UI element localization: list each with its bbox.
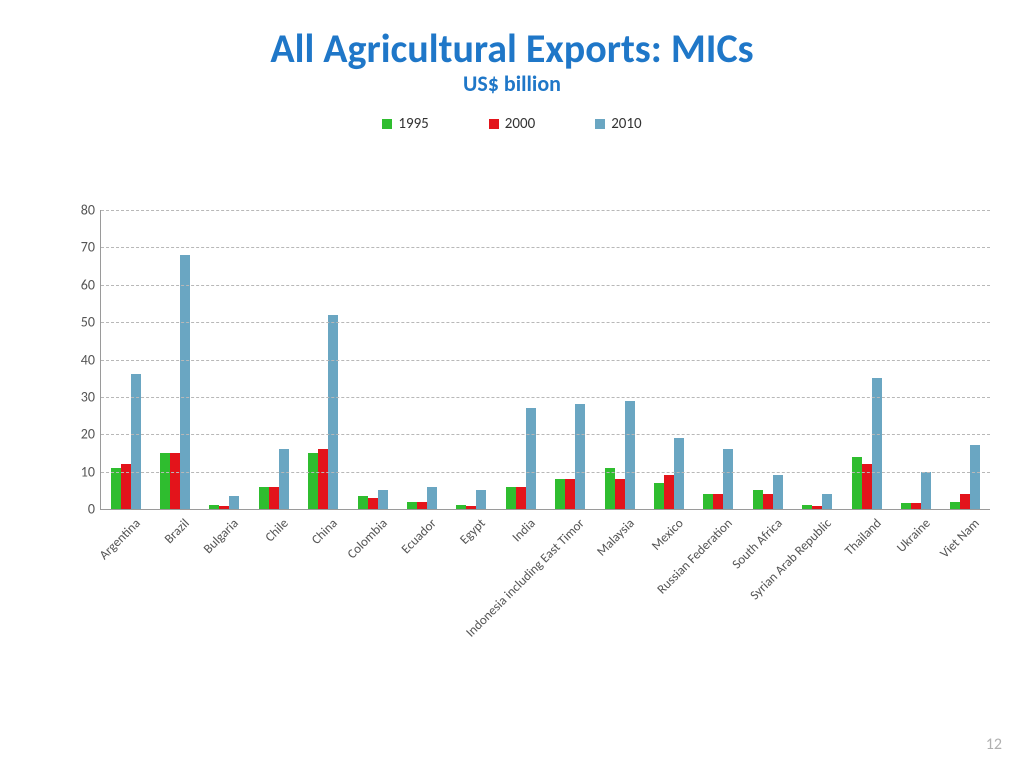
y-axis-label: 10 (67, 463, 101, 480)
x-axis-label: Ecuador (394, 512, 439, 557)
gridline (101, 434, 990, 435)
bar (674, 438, 684, 509)
bar (950, 502, 960, 509)
y-axis-label: 60 (67, 276, 101, 293)
bar (269, 487, 279, 509)
bar (555, 479, 565, 509)
bar (209, 505, 219, 509)
bar (516, 487, 526, 509)
bar (802, 505, 812, 509)
x-axis-label: Bulgaria (197, 512, 242, 557)
legend-swatch-2000 (489, 119, 499, 129)
bar (852, 457, 862, 509)
bar (921, 472, 931, 509)
gridline (101, 397, 990, 398)
gridline (101, 472, 990, 473)
bar (970, 445, 980, 509)
bar (131, 374, 141, 509)
bar (575, 404, 585, 509)
legend-item-2000: 2000 (489, 115, 535, 133)
x-axis-label: Chile (258, 512, 291, 545)
bar (615, 479, 625, 509)
bar (160, 453, 170, 509)
gridline (101, 360, 990, 361)
bar (605, 468, 615, 509)
gridline (101, 285, 990, 286)
legend-label-1995: 1995 (398, 115, 428, 133)
y-axis-label: 50 (67, 314, 101, 331)
bar (753, 490, 763, 509)
chart-plot: ArgentinaBrazilBulgariaChileChinaColombi… (100, 210, 990, 510)
bar (723, 449, 733, 509)
gridline (101, 247, 990, 248)
bar (901, 503, 911, 509)
bar (565, 479, 575, 509)
bar (111, 468, 121, 509)
legend-label-2010: 2010 (611, 115, 641, 133)
legend-item-1995: 1995 (382, 115, 428, 133)
y-axis-label: 30 (67, 388, 101, 405)
bar (229, 496, 239, 509)
x-axis-label: China (305, 512, 341, 548)
bar (456, 505, 466, 509)
bar (763, 494, 773, 509)
legend-swatch-1995 (382, 119, 392, 129)
chart-legend: 1995 2000 2010 (0, 115, 1024, 133)
page-subtitle: US$ billion (0, 70, 1024, 97)
x-axis-label: Colombia (340, 512, 390, 562)
bar (417, 502, 427, 509)
bar (308, 453, 318, 509)
bar (328, 315, 338, 509)
bar (407, 502, 417, 509)
legend-swatch-2010 (595, 119, 605, 129)
y-axis-label: 0 (67, 501, 101, 518)
x-axis-label: Viet Nam (933, 512, 983, 562)
bar (773, 475, 783, 509)
bar (703, 494, 713, 509)
bar (960, 494, 970, 509)
bar (368, 498, 378, 509)
bar (822, 494, 832, 509)
bar (318, 449, 328, 509)
x-axis-label: Malaysia (590, 512, 638, 560)
bar (170, 453, 180, 509)
bar (466, 506, 476, 509)
page-title: All Agricultural Exports: MICs (0, 0, 1024, 70)
bar (427, 487, 437, 509)
x-axis-label: India (505, 512, 538, 545)
gridline (101, 210, 990, 211)
bar (219, 506, 229, 509)
bar (713, 494, 723, 509)
chart-area: ArgentinaBrazilBulgariaChileChinaColombi… (70, 210, 990, 510)
bar (506, 487, 516, 509)
bar (911, 503, 921, 509)
x-axis-label: Argentina (92, 512, 143, 563)
y-axis-label: 80 (67, 202, 101, 219)
bar (358, 496, 368, 509)
legend-item-2010: 2010 (595, 115, 641, 133)
y-axis-label: 70 (67, 239, 101, 256)
x-axis-label: Egypt (453, 512, 489, 548)
bar (654, 483, 664, 509)
legend-label-2000: 2000 (505, 115, 535, 133)
bar (476, 490, 486, 509)
y-axis-label: 20 (67, 426, 101, 443)
x-axis-label: Ukraine (890, 512, 934, 556)
page-number: 12 (986, 735, 1002, 754)
bar (526, 408, 536, 509)
gridline (101, 322, 990, 323)
x-axis-label: Brazil (158, 512, 193, 547)
bar (378, 490, 388, 509)
bar (625, 401, 635, 509)
bar (259, 487, 269, 509)
x-axis-label: Thailand (837, 512, 884, 559)
bar (812, 506, 822, 509)
y-axis-label: 40 (67, 351, 101, 368)
bar (664, 475, 674, 509)
x-axis-label: Mexico (645, 512, 687, 554)
bar (279, 449, 289, 509)
